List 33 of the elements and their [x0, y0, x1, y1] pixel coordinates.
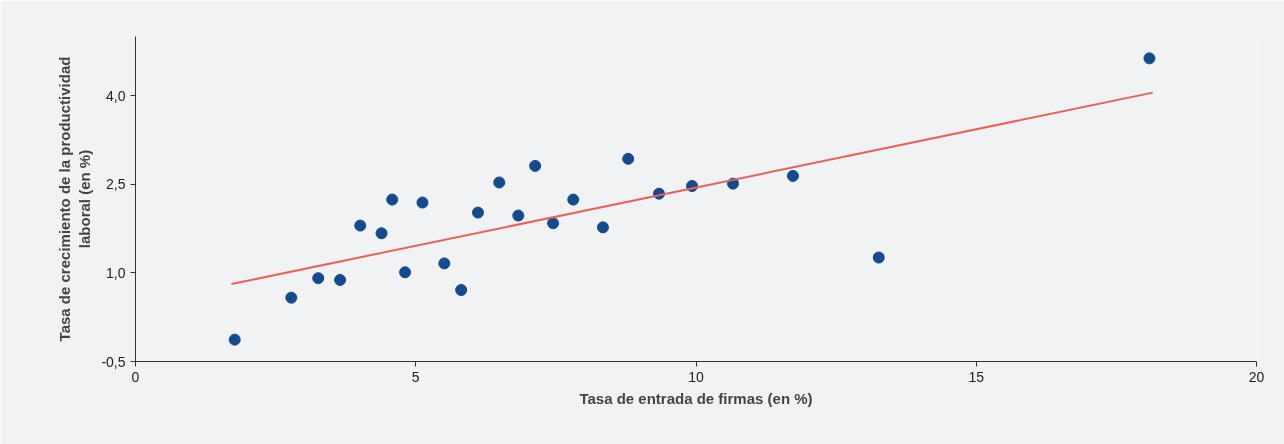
point — [386, 193, 399, 206]
point — [312, 272, 325, 285]
point — [416, 196, 429, 209]
point — [375, 227, 388, 240]
x-tick-label: 10 — [688, 368, 704, 385]
point — [622, 152, 635, 165]
x-axis-title: Tasa de entrada de firmas (en %) — [579, 389, 813, 407]
point — [786, 169, 799, 182]
y-tick-label: -0,5 — [101, 353, 126, 370]
point — [285, 291, 298, 304]
y-axis-title: Tasa de crecimiento de la productividad laboral (en %) — [55, 56, 94, 342]
point — [493, 176, 506, 189]
y-tick-label: 1,0 — [106, 264, 126, 281]
point — [354, 219, 367, 232]
x-tick-label: 15 — [968, 368, 985, 385]
point — [399, 266, 412, 279]
point — [872, 251, 885, 264]
point — [529, 159, 542, 172]
point — [1143, 52, 1156, 65]
x-tick-label: 5 — [411, 368, 420, 385]
x-tick-label: 0 — [131, 368, 140, 385]
point — [512, 209, 525, 222]
point — [471, 206, 484, 219]
point — [567, 193, 580, 206]
y-tick-label: 2,5 — [106, 176, 126, 193]
point — [334, 273, 347, 286]
point — [455, 284, 468, 296]
point — [228, 333, 241, 346]
y-tick-label: 4,0 — [106, 87, 126, 104]
point — [596, 221, 609, 234]
point — [547, 217, 560, 230]
x-tick-label: 20 — [1248, 368, 1265, 385]
point — [438, 257, 451, 270]
